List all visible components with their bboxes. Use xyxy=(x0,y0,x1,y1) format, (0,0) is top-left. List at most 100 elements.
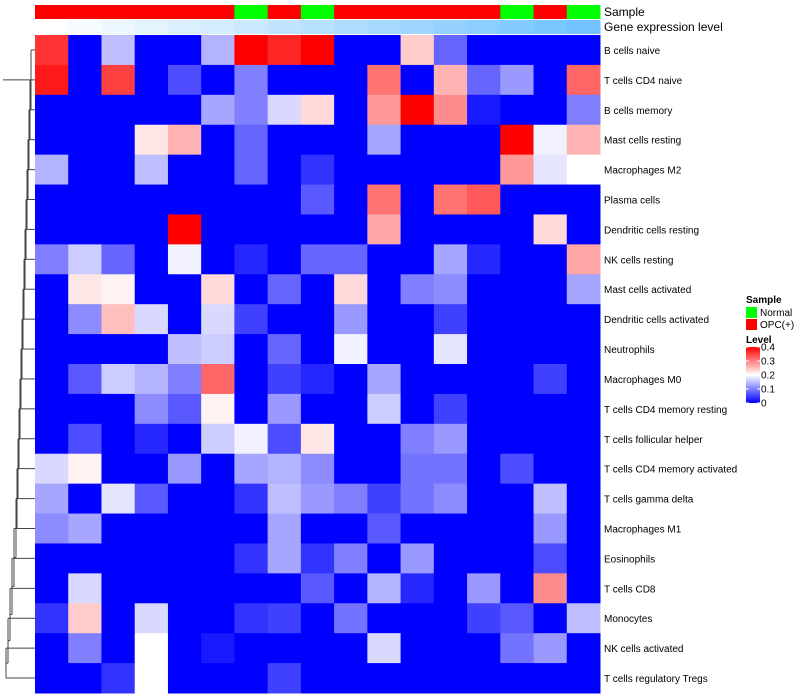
row-label: Mast cells activated xyxy=(604,285,691,296)
heatmap-cell xyxy=(566,573,601,604)
heatmap-cell xyxy=(433,483,468,515)
heatmap-cell xyxy=(234,573,269,604)
heatmap-cell xyxy=(267,334,302,365)
heatmap-cell xyxy=(334,633,368,664)
heatmap-cell xyxy=(467,334,501,365)
heatmap-cell xyxy=(234,274,269,305)
sample-anno-cell xyxy=(68,5,102,19)
heatmap-cell xyxy=(566,393,601,425)
heatmap-cell xyxy=(68,513,102,544)
heatmap-cell xyxy=(234,334,269,365)
heatmap-cell xyxy=(300,184,335,215)
heatmap-cell xyxy=(367,304,402,335)
heatmap-cell xyxy=(300,573,335,604)
level-legend-title: Level xyxy=(746,335,772,346)
sample-anno-cell xyxy=(367,5,402,19)
heatmap-cell xyxy=(68,393,102,425)
heatmap-cell xyxy=(201,483,235,515)
expression-anno-cell xyxy=(267,20,302,34)
heatmap-cell xyxy=(201,393,235,425)
row-dendrogram xyxy=(3,49,35,679)
heatmap-cell xyxy=(300,274,335,305)
heatmap-cell xyxy=(500,483,535,515)
heatmap-cell xyxy=(533,64,568,96)
heatmap-cell xyxy=(68,334,102,365)
heatmap-cell xyxy=(300,453,335,485)
heatmap-cell xyxy=(35,334,69,365)
heatmap-cell xyxy=(267,663,302,694)
heatmap-cell xyxy=(234,633,269,664)
row-label: T cells CD4 memory activated xyxy=(604,465,737,476)
sample-annotation-bar xyxy=(35,5,601,19)
heatmap-cell xyxy=(167,35,202,66)
level-tick-label: 0 xyxy=(761,399,767,410)
heatmap-cell xyxy=(433,663,468,694)
heatmap-cell xyxy=(234,35,269,66)
heatmap-cell xyxy=(433,124,468,156)
heatmap-cell xyxy=(300,304,335,335)
heatmap-cell xyxy=(334,603,368,634)
heatmap-cell xyxy=(467,573,501,604)
heatmap-cell xyxy=(334,334,368,365)
heatmap-cell xyxy=(367,35,402,66)
heatmap-cell xyxy=(35,573,69,604)
heatmap-cell xyxy=(201,334,235,365)
heatmap-cell xyxy=(201,603,235,634)
heatmap-cell xyxy=(367,453,402,485)
heatmap-cell xyxy=(433,64,468,96)
heatmap-cell xyxy=(35,543,69,574)
heatmap-cell xyxy=(400,184,435,215)
heatmap-cell xyxy=(334,573,368,604)
heatmap-cell xyxy=(101,184,136,215)
heatmap-cell xyxy=(500,184,535,215)
heatmap-cell xyxy=(433,364,468,395)
heatmap-cell xyxy=(300,663,335,694)
heatmap-cell xyxy=(134,214,169,245)
heatmap-cell xyxy=(367,94,402,126)
heatmap-cell xyxy=(400,543,435,574)
heatmap-cell xyxy=(367,244,402,275)
heatmap-cell xyxy=(101,154,136,186)
heatmap-cell xyxy=(533,513,568,544)
heatmap-cell xyxy=(35,184,69,215)
heatmap-cell xyxy=(201,633,235,664)
heatmap-cells xyxy=(35,35,601,694)
heatmap-cell xyxy=(533,214,568,245)
heatmap-cell xyxy=(400,513,435,544)
heatmap-cell xyxy=(500,543,535,574)
heatmap-cell xyxy=(467,603,501,634)
heatmap-cell xyxy=(167,573,202,604)
heatmap-cell xyxy=(334,64,368,96)
heatmap-cell xyxy=(500,94,535,126)
row-label: Dendritic cells resting xyxy=(604,225,699,236)
expression-anno-cell xyxy=(334,20,368,34)
heatmap-cell xyxy=(566,603,601,634)
heatmap-cell xyxy=(334,393,368,425)
heatmap-cell xyxy=(367,633,402,664)
heatmap-cell xyxy=(400,453,435,485)
row-label: Monocytes xyxy=(604,614,652,625)
heatmap-cell xyxy=(433,184,468,215)
heatmap-cell xyxy=(533,573,568,604)
heatmap-cell xyxy=(500,244,535,275)
heatmap-cell xyxy=(201,453,235,485)
heatmap-cell xyxy=(35,364,69,395)
heatmap-cell xyxy=(367,154,402,186)
heatmap-cell xyxy=(467,364,501,395)
heatmap-cell xyxy=(267,633,302,664)
sample-anno-cell xyxy=(234,5,269,19)
heatmap-cell xyxy=(400,364,435,395)
heatmap-cell xyxy=(400,304,435,335)
heatmap-cell xyxy=(300,35,335,66)
heatmap-cell xyxy=(367,334,402,365)
heatmap-cell xyxy=(533,124,568,156)
heatmap-cell xyxy=(500,35,535,66)
row-label: NK cells resting xyxy=(604,255,673,266)
row-label: Neutrophils xyxy=(604,345,655,356)
heatmap-cell xyxy=(533,633,568,664)
heatmap-cell xyxy=(167,244,202,275)
heatmap-cell xyxy=(167,304,202,335)
heatmap-cell xyxy=(367,423,402,455)
sample-anno-cell xyxy=(267,5,302,19)
